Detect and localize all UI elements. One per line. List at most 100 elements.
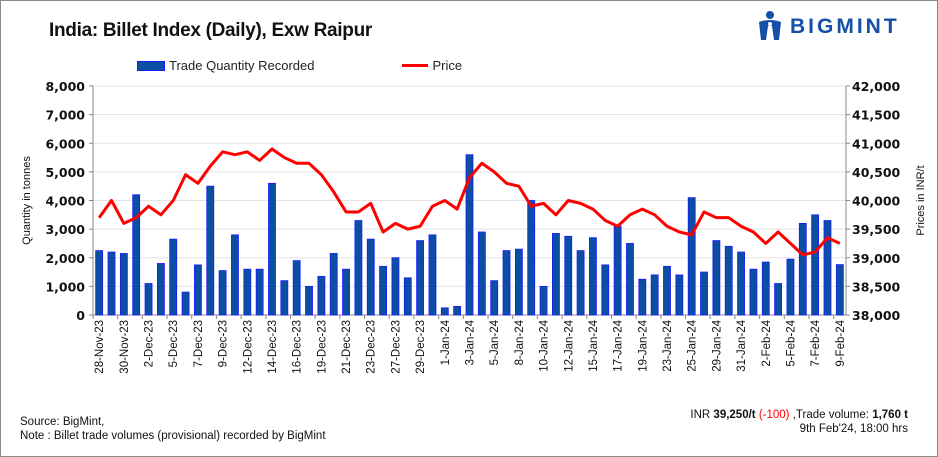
bar (366, 238, 375, 316)
bar (440, 307, 449, 316)
bar (749, 268, 758, 316)
footer-summary: INR 39,250/t (-100) ,Trade volume: 1,760… (690, 408, 908, 436)
bar (391, 257, 400, 316)
legend-bar-swatch (137, 60, 165, 71)
y-left-tick-label: 4,000 (45, 194, 85, 209)
chart-svg: 0 1,000 2,000 3,000 4,000 5,000 6,000 7,000 8,00… (21, 79, 927, 374)
bar (453, 306, 462, 316)
x-tick-label: 7-Dec-23 (193, 320, 205, 367)
legend-line-swatch (402, 64, 429, 67)
bigmint-logo-icon (759, 11, 781, 40)
bar (552, 233, 560, 316)
bar (502, 250, 511, 316)
bar (514, 248, 523, 316)
summary-volume-prefix: ,Trade volume: (789, 409, 873, 421)
bar (156, 263, 165, 316)
bar (687, 197, 696, 316)
y-left-tick-label: 6,000 (45, 136, 85, 151)
x-tick-label: 14-Dec-23 (267, 320, 279, 374)
bar (329, 253, 338, 316)
bar (761, 261, 770, 316)
y-right-tick-label: 40,500 (852, 165, 901, 180)
x-tick-label: 5-Dec-23 (168, 320, 180, 367)
bar (601, 264, 610, 316)
bar (774, 283, 783, 316)
x-tick-label: 23-Jan-24 (662, 319, 674, 371)
y-right-tick-label: 38,500 (852, 279, 901, 294)
bar (292, 260, 301, 316)
legend: Trade Quantity Recorded Price (137, 58, 462, 73)
bar (231, 234, 239, 316)
x-tick-label: 5-Jan-24 (489, 319, 501, 365)
x-tick-label: 16-Dec-23 (292, 320, 304, 374)
x-tick-label: 8-Jan-24 (514, 319, 526, 365)
bar (107, 251, 116, 316)
source-text: Source: BigMint, (20, 416, 105, 428)
bar (317, 275, 326, 316)
y-left-tick-label: 5,000 (45, 165, 85, 180)
y-left-tick-label: 7,000 (45, 108, 85, 123)
bar (218, 270, 227, 316)
bar (268, 182, 276, 316)
bar (144, 283, 153, 316)
bar (798, 222, 807, 316)
x-tick-label: 19-Dec-23 (316, 320, 328, 374)
bar (280, 280, 289, 316)
bar (700, 271, 708, 316)
bar (737, 251, 745, 316)
x-tick-label: 3-Jan-24 (465, 319, 477, 365)
x-tick-label: 25-Jan-24 (687, 319, 699, 371)
x-tick-label: 30-Nov-23 (119, 320, 131, 374)
bar (255, 268, 264, 316)
bar (477, 231, 486, 316)
bar (724, 245, 733, 316)
x-tick-label: 12-Jan-24 (563, 319, 575, 371)
bar (613, 225, 622, 316)
x-tick-label: 7-Feb-24 (810, 319, 822, 366)
bar (564, 235, 573, 316)
bar (95, 250, 104, 316)
summary-volume: 1,760 t (872, 409, 908, 421)
x-tick-label: 1-Jan-24 (440, 319, 452, 365)
y-left-axis-title: Quantity in tonnes (21, 156, 33, 245)
bar (403, 277, 412, 316)
bar (675, 274, 684, 316)
chart-title: India: Billet Index (Daily), Exw Raipur (49, 20, 372, 41)
bar (119, 253, 128, 316)
bar (379, 265, 387, 316)
bar (823, 220, 832, 316)
x-tick-label: 2-Dec-23 (144, 320, 156, 367)
y-right-tick-label: 42,000 (852, 79, 901, 94)
bar (527, 200, 536, 316)
y-left-tick-label: 1,000 (45, 279, 85, 294)
y-left-tick-label: 3,000 (45, 222, 85, 237)
x-tick-label: 9-Feb-24 (835, 319, 847, 366)
bar (181, 291, 190, 316)
bar (490, 280, 499, 316)
bar (416, 240, 425, 316)
bar (305, 285, 313, 316)
legend-label-quantity: Trade Quantity Recorded (169, 58, 315, 73)
y-left-tick-label: 8,000 (45, 79, 85, 94)
bar (354, 220, 363, 316)
bar (243, 268, 252, 316)
summary-change: (-100) (758, 409, 790, 421)
bar (206, 185, 215, 316)
summary-timestamp: 9th Feb'24, 18:00 hrs (799, 423, 908, 435)
x-tick-label: 12-Dec-23 (242, 320, 254, 374)
bar (465, 154, 474, 316)
bar (132, 194, 141, 316)
bigmint-logo: BIGMINT (756, 10, 900, 44)
x-tick-label: 21-Dec-23 (341, 320, 353, 374)
x-tick-label: 17-Jan-24 (613, 319, 625, 371)
x-tick-label: 28-Nov-23 (94, 320, 106, 374)
y-right-tick-label: 39,500 (852, 222, 901, 237)
x-tick-label: 31-Jan-24 (736, 319, 748, 371)
bar (811, 214, 820, 316)
bar (638, 278, 647, 316)
y-right-tick-label: 40,000 (852, 194, 901, 209)
x-tick-label: 5-Feb-24 (785, 319, 797, 366)
logo-text: BIGMINT (790, 15, 900, 38)
footer-source: Source: BigMint, Note : Billet trade vol… (20, 415, 326, 443)
bar (428, 234, 437, 316)
